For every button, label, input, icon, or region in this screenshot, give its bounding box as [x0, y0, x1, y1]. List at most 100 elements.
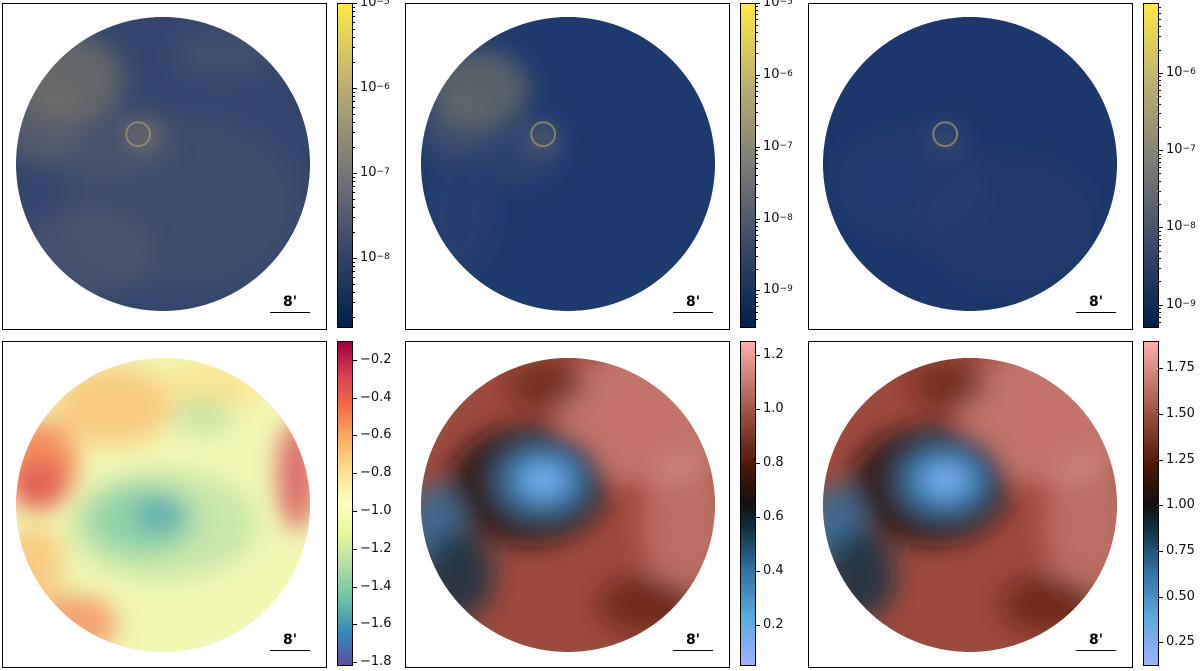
map-emission-region — [172, 395, 233, 436]
colorbar-tick-label: −1.8 — [360, 654, 392, 670]
colorbar-tick-label: −1.4 — [360, 578, 392, 594]
colorbar-tick-label: 0.6 — [763, 509, 784, 525]
colorbar-tick-mark — [353, 359, 357, 361]
colorbar-tick-label: −1.0 — [360, 503, 392, 519]
colorbar-tick-label: 10−5 — [360, 0, 390, 10]
colorbar-tick-mark — [1159, 459, 1163, 461]
colorbar-tick-mark — [756, 290, 760, 292]
colorbar-tick-label: 1.0 — [763, 400, 784, 416]
shell-ring — [530, 121, 557, 148]
colorbar-tick-mark — [353, 473, 357, 475]
colorbar-tick-label: 10−8 — [360, 249, 390, 265]
map-emission-region — [910, 360, 990, 411]
colorbar-tick-mark — [353, 172, 357, 174]
map-emission-region — [825, 529, 896, 620]
colorbar-tick-label: −0.8 — [360, 465, 392, 481]
colorbar-tick-mark — [756, 571, 760, 573]
map-image-6 — [822, 357, 1118, 653]
map-emission-region — [531, 470, 556, 491]
colorbar-3 — [1143, 3, 1159, 328]
colorbar-tick-label: 10−8 — [763, 210, 793, 226]
colorbar-tick-label: 0.8 — [763, 454, 784, 470]
colorbar-tick-mark — [756, 625, 760, 627]
scale-bar: 8' — [1076, 633, 1116, 651]
colorbar-6 — [1143, 341, 1159, 666]
colorbar-tick-mark — [353, 3, 357, 4]
colorbar-tick-label: −0.6 — [360, 427, 392, 443]
colorbar-tick-label: 1.2 — [763, 346, 784, 362]
colorbar-2 — [740, 3, 756, 328]
colorbar-tick-label: 0.25 — [1166, 634, 1195, 650]
scale-bar: 8' — [270, 295, 310, 313]
colorbar-tick-mark — [1159, 414, 1163, 416]
map-emission-region — [15, 524, 64, 605]
map-emission-region — [642, 455, 716, 595]
map-panel-5: 8' — [405, 341, 730, 668]
colorbar-tick-mark — [353, 435, 357, 437]
map-emission-region — [133, 497, 183, 533]
colorbar-tick-label: −1.2 — [360, 540, 392, 556]
colorbar-tick-mark — [1159, 642, 1163, 644]
map-panel-1: 8' — [2, 3, 327, 330]
scale-bar-label: 8' — [282, 632, 298, 648]
map-image-5 — [420, 357, 716, 653]
map-emission-region — [933, 470, 958, 491]
map-emission-region — [999, 574, 1100, 635]
colorbar-tick-mark — [353, 548, 357, 550]
colorbar-tick-mark — [353, 586, 357, 588]
colorbar-4 — [337, 341, 353, 666]
map-emission-region — [420, 99, 489, 160]
colorbar-tick-mark — [1159, 227, 1163, 229]
map-panel-2: 8' — [405, 3, 730, 330]
map-image-1 — [15, 16, 311, 312]
scale-bar-label: 8' — [282, 294, 298, 310]
scale-bar-label: 8' — [1088, 294, 1104, 310]
scale-bar: 8' — [270, 633, 310, 651]
map-image-4 — [15, 357, 311, 653]
colorbar-tick-mark — [1159, 596, 1163, 598]
colorbar-tick-label: 1.00 — [1166, 497, 1195, 513]
map-emission-region — [53, 365, 173, 446]
colorbar-tick-label: 10−6 — [1166, 64, 1196, 80]
scale-bar-line — [270, 650, 310, 651]
colorbar-tick-mark — [1159, 72, 1163, 74]
scale-bar-label: 8' — [685, 294, 701, 310]
scale-bar-line — [270, 312, 310, 313]
colorbar-tick-mark — [1159, 550, 1163, 552]
colorbar-tick-mark — [756, 74, 760, 76]
scale-bar-line — [673, 650, 713, 651]
colorbar-tick-label: 10−7 — [360, 164, 390, 180]
colorbar-tick-mark — [353, 397, 357, 399]
colorbar-tick-mark — [756, 517, 760, 519]
scale-bar-label: 8' — [685, 632, 701, 648]
shell-ring — [932, 121, 959, 148]
colorbar-tick-mark — [353, 662, 357, 664]
colorbar-tick-mark — [756, 218, 760, 220]
scale-bar-label: 8' — [1088, 632, 1104, 648]
colorbar-tick-mark — [353, 624, 357, 626]
map-panel-4: 8' — [2, 341, 327, 668]
colorbar-tick-mark — [1159, 304, 1163, 306]
shell-ring — [125, 121, 152, 148]
map-emission-region — [127, 118, 160, 151]
colorbar-tick-label: 10−5 — [763, 0, 793, 10]
colorbar-tick-mark — [756, 462, 760, 464]
colorbar-tick-mark — [353, 257, 357, 259]
colorbar-tick-mark — [353, 87, 357, 89]
colorbar-tick-label: 0.75 — [1166, 542, 1195, 558]
scale-bar: 8' — [1076, 295, 1116, 313]
colorbar-tick-mark — [756, 354, 760, 356]
map-emission-region — [423, 154, 494, 274]
colorbar-tick-mark — [1159, 505, 1163, 507]
map-emission-region — [423, 529, 494, 620]
colorbar-tick-label: 1.75 — [1166, 360, 1195, 376]
map-emission-region — [478, 124, 559, 184]
scale-bar-line — [1076, 312, 1116, 313]
colorbar-tick-label: 1.25 — [1166, 451, 1195, 467]
scale-bar-line — [1076, 650, 1116, 651]
colorbar-tick-mark — [1159, 150, 1163, 152]
map-image-3 — [822, 16, 1118, 312]
colorbar-tick-label: −0.2 — [360, 351, 392, 367]
colorbar-tick-label: 10−7 — [763, 138, 793, 154]
map-emission-region — [277, 420, 311, 530]
